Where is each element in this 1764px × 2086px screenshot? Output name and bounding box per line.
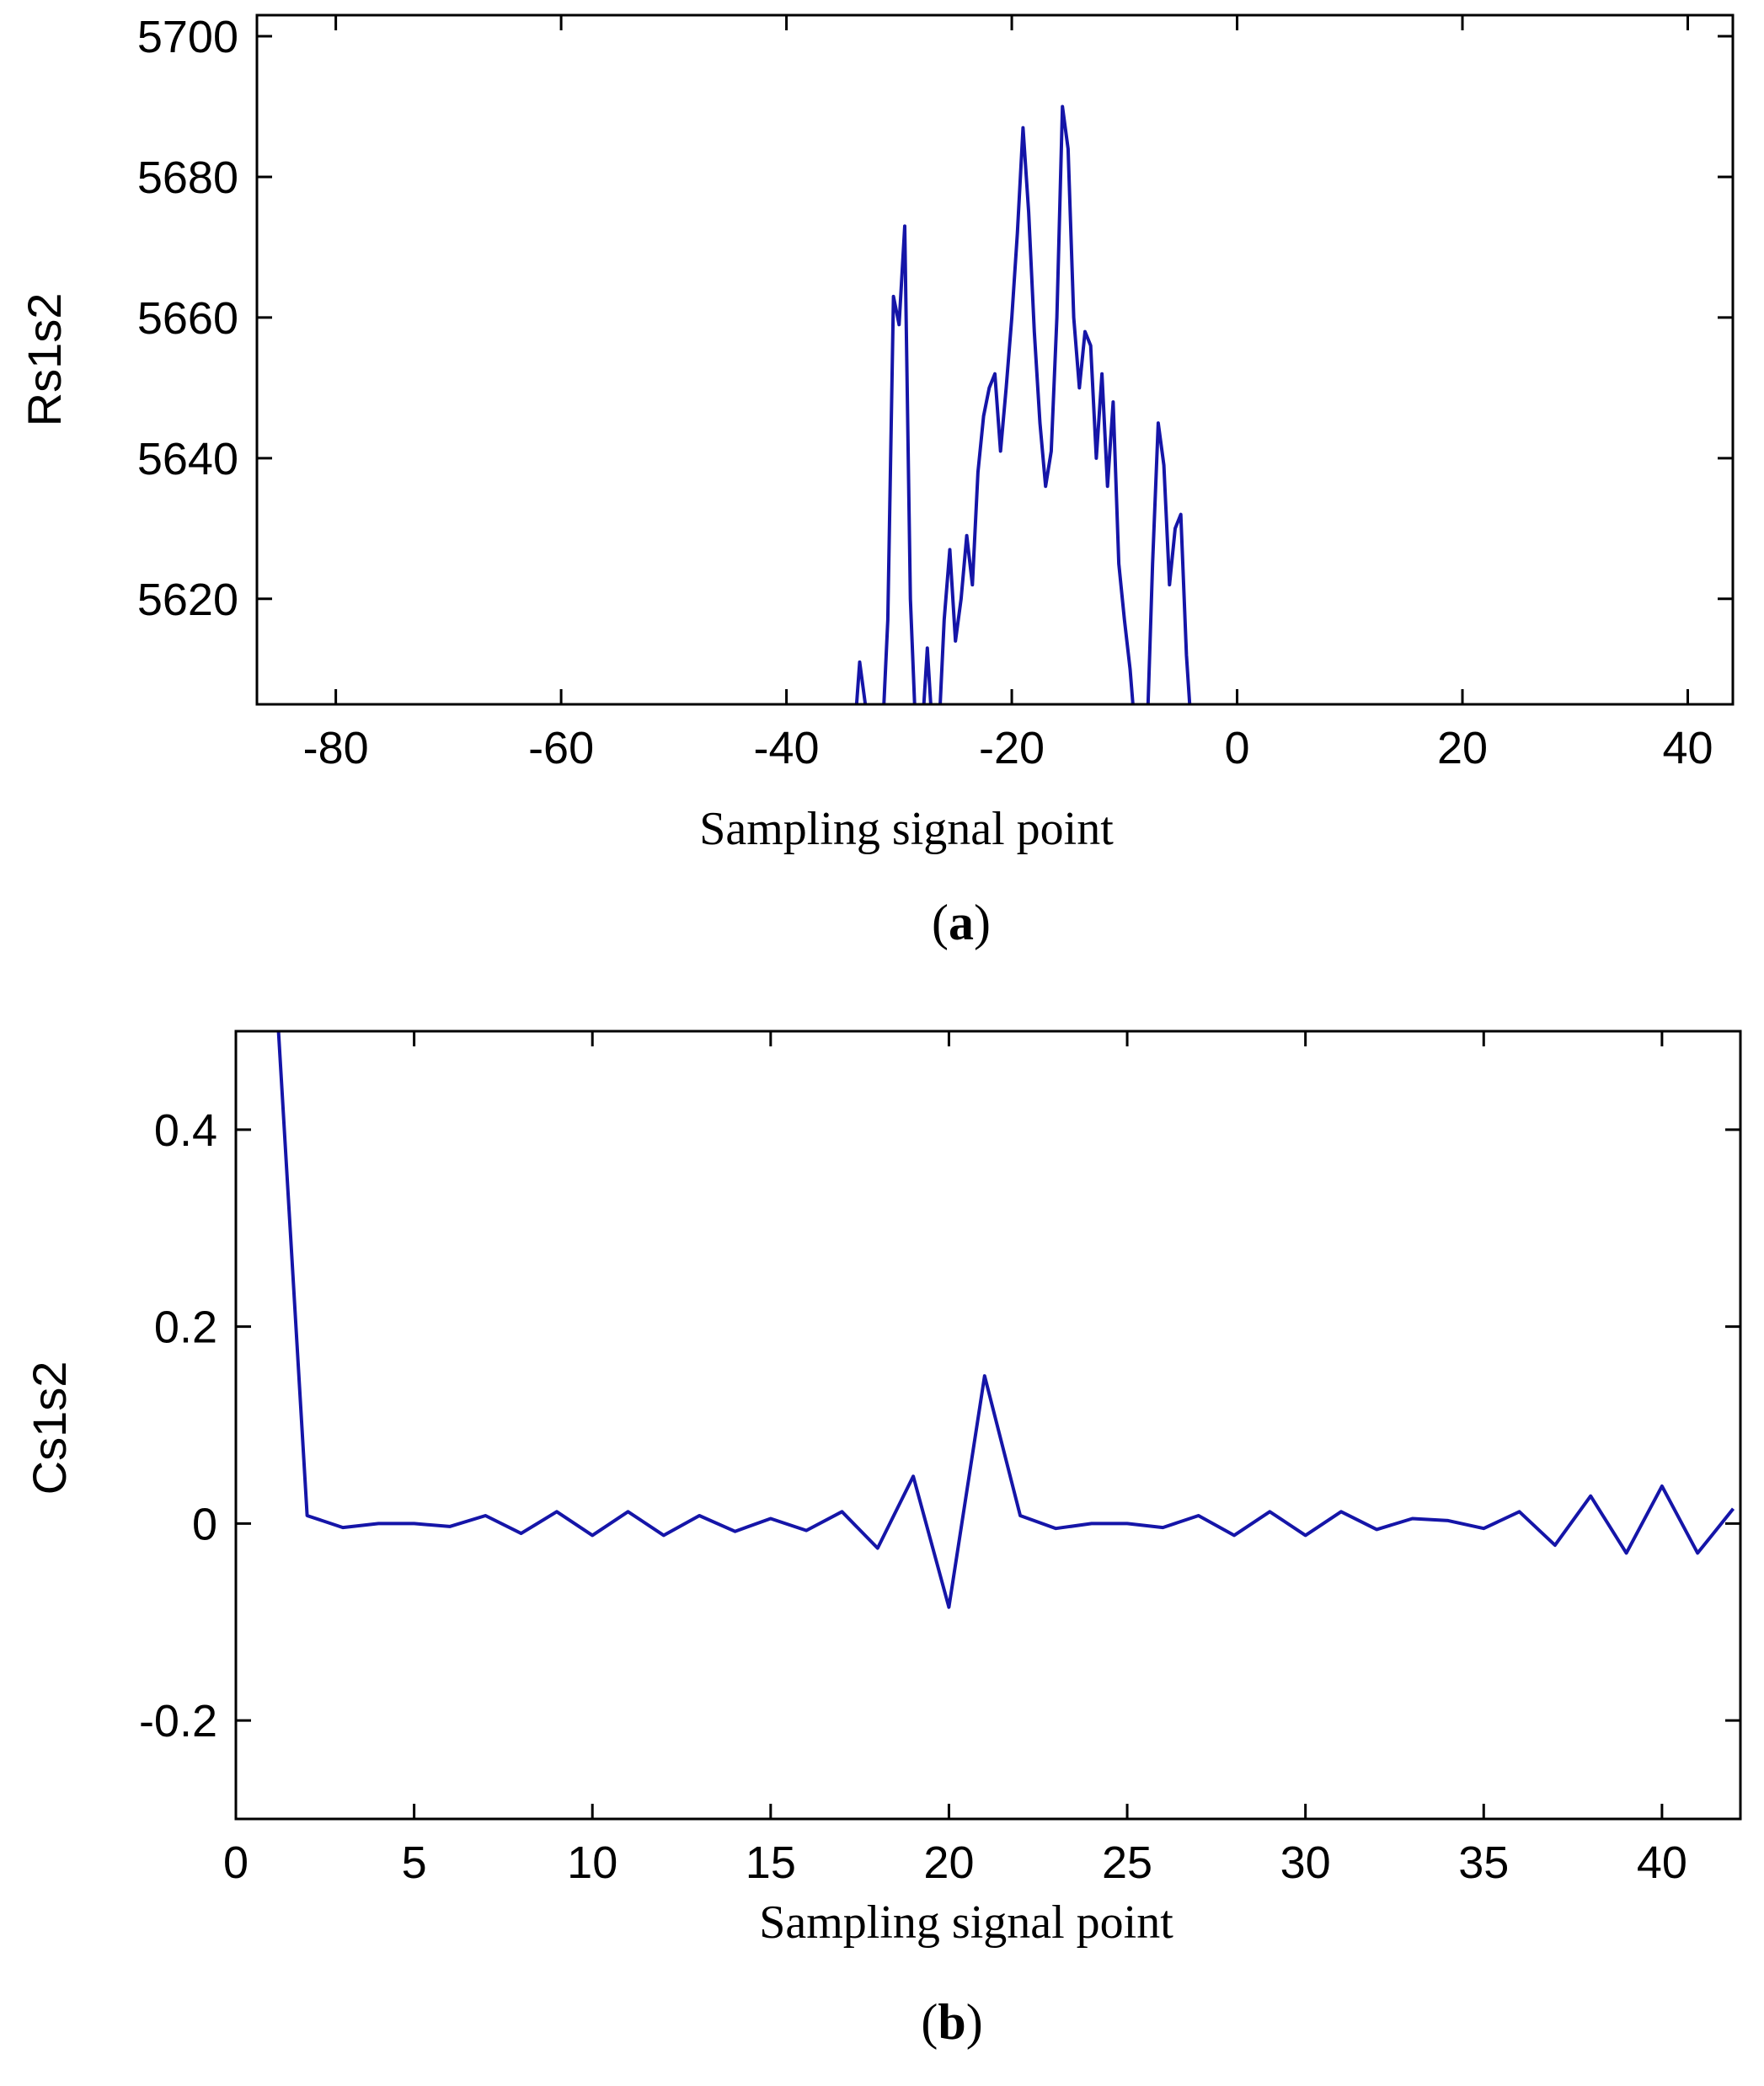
chart-b-y-tick-label: 0.2 [154,1302,217,1353]
chart-a-x-tick-label: -40 [754,723,820,773]
chart-a-y-tick-label: 5660 [137,293,238,344]
chart-a-x-tick-label: 20 [1437,723,1488,773]
chart-a-x-tick-label: 40 [1662,723,1713,773]
chart-b-x-tick-labels: 0 5 10 15 20 25 30 35 40 [223,1837,1687,1888]
panel-label-a: (a) [932,895,991,950]
chart-b-x-tick-label: 35 [1458,1837,1509,1888]
chart-a-y-tick-label: 5640 [137,434,238,484]
chart-b-x-tick-label: 25 [1102,1837,1152,1888]
chart-a-y-tick-label: 5680 [137,152,238,203]
chart-a-y-axis-label: Rs1s2 [18,293,71,427]
chart-a-x-tick-label: -60 [528,723,594,773]
chart-b-y-axis-label: Cs1s2 [23,1361,76,1495]
chart-a-x-tick-label: -80 [303,723,369,773]
chart-a-x-tick-labels: -80 -60 -40 -20 0 20 40 [303,723,1713,773]
chart-a-x-tick-label: -20 [979,723,1045,773]
chart-b-x-axis-label: Sampling signal point [759,1896,1173,1949]
chart-panel-b: 0 5 10 15 20 25 30 35 40 -0.2 0 0.2 0.4 Sampling si… [23,1030,1742,2050]
chart-b-y-tick-label: -0.2 [139,1696,217,1746]
chart-b-x-tick-label: 5 [402,1837,427,1888]
chart-b-x-tick-label: 30 [1280,1837,1331,1888]
panel-label-b: (b) [921,1994,982,2050]
chart-a-series-line [854,104,1192,704]
panel-label-b-letter: b [938,1994,965,2050]
chart-a-frame [255,13,1735,706]
chart-a-x-tick-label: 0 [1225,723,1250,773]
chart-a-ticks [257,15,1733,704]
chart-a-x-axis-label: Sampling signal point [699,803,1114,855]
chart-b-x-tick-label: 20 [923,1837,974,1888]
panel-label-a-letter: a [949,895,974,950]
chart-b-x-tick-label: 40 [1637,1837,1687,1888]
chart-b-x-tick-label: 0 [223,1837,249,1888]
chart-a-y-tick-label: 5700 [137,12,238,62]
chart-b-y-tick-labels: -0.2 0 0.2 0.4 [139,1105,217,1746]
chart-b-series-line [276,1031,1735,1609]
chart-b-y-tick-label: 0.4 [154,1105,217,1156]
chart-b-frame [234,1030,1742,1821]
chart-a-y-tick-label: 5620 [137,575,238,625]
chart-b-x-tick-label: 10 [567,1837,617,1888]
chart-a-y-tick-labels: 5620 5640 5660 5680 5700 [137,12,238,625]
chart-b-x-tick-label: 15 [746,1837,796,1888]
chart-b-y-tick-label: 0 [192,1499,217,1549]
chart-panel-a: -80 -60 -40 -20 0 20 40 5620 5640 5660 5680 5700 S… [18,12,1735,950]
